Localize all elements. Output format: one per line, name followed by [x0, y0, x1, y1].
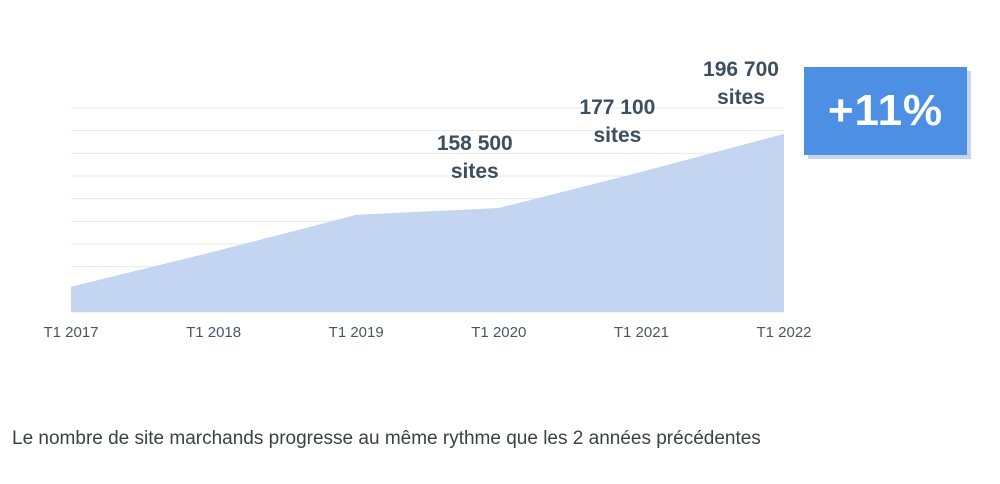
data-labels: 158 500 sites 177 100 sites 196 700 sites: [437, 58, 779, 183]
growth-badge: +11%: [804, 67, 967, 155]
x-tick-label: T1 2018: [186, 324, 241, 341]
data-label-unit: sites: [451, 160, 499, 183]
data-label-value: 177 100: [579, 96, 655, 119]
chart-caption: Le nombre de site marchands progresse au…: [12, 428, 761, 449]
x-tick-label: T1 2021: [614, 324, 669, 341]
area-series: [71, 133, 784, 312]
data-label-unit: sites: [717, 86, 765, 109]
x-tick-label: T1 2020: [471, 324, 526, 341]
data-label-value: 196 700: [703, 58, 779, 81]
data-label-unit: sites: [593, 124, 641, 147]
growth-badge-text: +11%: [827, 86, 944, 135]
x-tick-label: T1 2017: [43, 324, 98, 341]
x-tick-label: T1 2022: [756, 324, 811, 341]
x-tick-label: T1 2019: [329, 324, 384, 341]
data-label-value: 158 500: [437, 132, 513, 155]
area-chart: T1 2017 T1 2018 T1 2019 T1 2020 T1 2021 T1 20…: [43, 58, 811, 341]
x-axis-ticks: T1 2017 T1 2018 T1 2019 T1 2020 T1 2021 T1 20…: [43, 324, 811, 341]
